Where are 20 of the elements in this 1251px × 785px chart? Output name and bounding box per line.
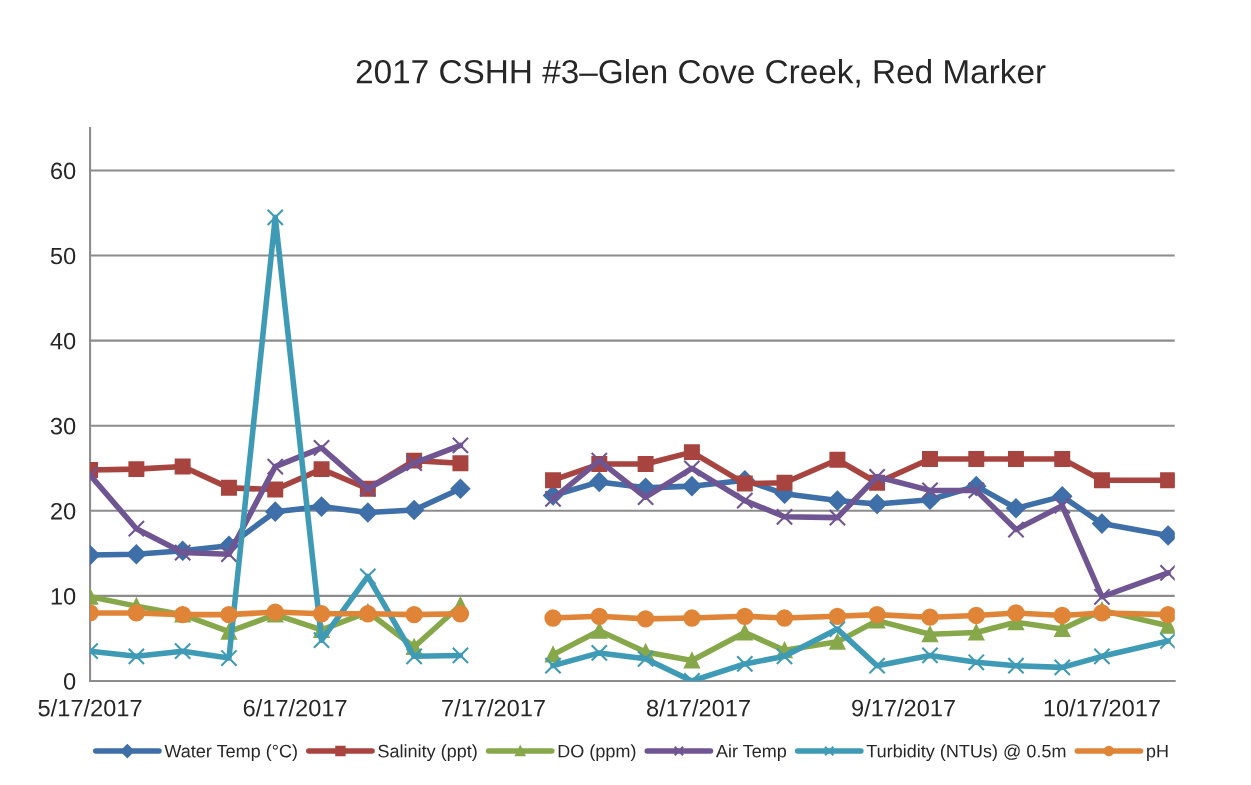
x-tick-label: 6/17/2017	[243, 699, 347, 717]
legend-label: Salinity (ppt)	[378, 744, 477, 762]
legend-label: DO (ppm)	[558, 744, 636, 762]
y-tick-label: 60	[51, 162, 76, 180]
y-tick-label: 50	[50, 247, 76, 265]
x-tick-label: 9/17/2017	[852, 699, 955, 717]
x-tick-label: 7/17/2017	[442, 699, 545, 717]
x-tick-label: 5/17/2017	[38, 699, 142, 717]
legend-label: pH	[1147, 744, 1168, 762]
legend-label: Turbidity (NTUs) @ 0.5m	[866, 744, 1066, 762]
y-tick-label: 0	[63, 673, 76, 690]
x-tick-label: 10/17/2017	[1044, 699, 1160, 717]
chart-title: 2017 CSHH #3–Glen Cove Creek, Red Marker	[356, 59, 1046, 88]
legend-label: Water Temp (°C)	[164, 744, 297, 762]
legend-label: Air Temp	[715, 744, 787, 762]
y-tick-label: 20	[51, 502, 76, 520]
y-tick-label: 40	[50, 332, 76, 350]
y-tick-label: 30	[50, 417, 76, 435]
y-tick-label: 10	[51, 587, 76, 605]
x-tick-label: 8/17/2017	[647, 699, 750, 717]
